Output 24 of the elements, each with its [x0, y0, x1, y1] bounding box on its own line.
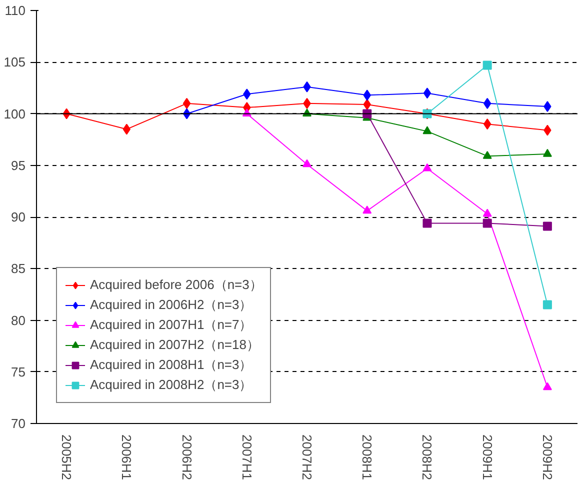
legend-label: Acquired before 2006（n=3）: [90, 276, 262, 294]
x-tick-label: 2009H2: [540, 434, 555, 480]
x-tick-label: 2007H2: [300, 434, 314, 480]
legend-label: Acquired in 2007H2（n=18）: [90, 336, 260, 354]
y-tick-label: 75: [11, 364, 26, 380]
x-tick-label: 2008H1: [360, 434, 375, 480]
x-tick-label: 2008H2: [420, 434, 435, 480]
y-tick-label: 110: [4, 3, 26, 18]
y-tick-label: 90: [11, 210, 26, 224]
y-tick-label: 95: [11, 158, 26, 173]
legend-label: Acquired in 2008H1（n=3）: [90, 356, 252, 374]
x-tick-label: 2006H2: [179, 434, 194, 480]
x-tick-label: 2009H1: [480, 434, 495, 480]
y-tick-label: 85: [11, 261, 26, 276]
legend-label: Acquired in 2008H2（n=3）: [90, 376, 252, 394]
y-tick-label: 100: [4, 106, 26, 122]
y-tick-label: 105: [4, 54, 26, 70]
legend-label: Acquired in 2007H1（n=7）: [90, 316, 252, 334]
y-tick-label: 70: [11, 416, 26, 431]
x-tick-label: 2005H2: [59, 434, 74, 480]
y-tick-label: 80: [11, 312, 26, 328]
x-tick-label: 2006H1: [119, 434, 134, 480]
x-tick-label: 2007H1: [239, 434, 254, 480]
legend-label: Acquired in 2006H2（n=3）: [90, 296, 252, 314]
